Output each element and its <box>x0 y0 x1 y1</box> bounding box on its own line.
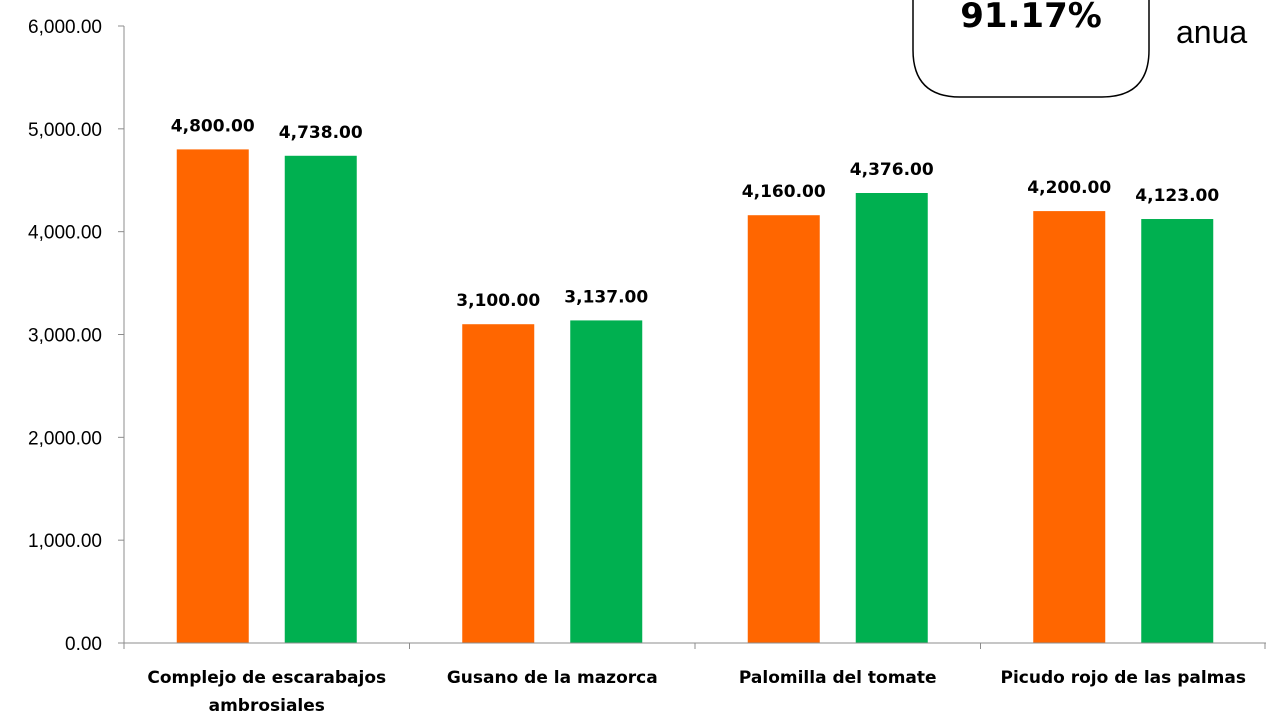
y-tick-label: 3,000.00 <box>28 326 102 347</box>
callout-value: 91.17% <box>960 0 1102 36</box>
labels-group: 0.00 1,000.00 2,000.00 3,000.00 4,000.00 5,00… <box>28 17 1246 716</box>
category-label: Gusano de la mazorca <box>447 668 658 688</box>
y-tick-label: 0.00 <box>65 634 102 655</box>
y-tick-label: 2,000.00 <box>28 428 102 449</box>
bar-series-1 <box>176 149 249 643</box>
data-label: 3,137.00 <box>564 287 648 307</box>
bar-series-1 <box>1033 211 1106 643</box>
category-label: ambrosiales <box>209 696 325 716</box>
category-label: Complejo de escarabajos <box>147 668 386 688</box>
bar-series-2 <box>855 193 928 643</box>
data-label: 4,738.00 <box>279 123 363 143</box>
data-label: 4,123.00 <box>1135 186 1219 206</box>
data-label: 4,200.00 <box>1027 178 1111 198</box>
callout-border <box>912 0 1150 98</box>
y-tick-label: 6,000.00 <box>28 17 102 38</box>
category-label: Picudo rojo de las palmas <box>1001 668 1246 688</box>
bar-series-2 <box>570 320 643 643</box>
y-tick-label: 1,000.00 <box>28 531 102 552</box>
axes-group <box>118 25 1266 649</box>
y-tick-label: 4,000.00 <box>28 223 102 244</box>
y-tick-label: 5,000.00 <box>28 120 102 141</box>
callout-box: 91.17% <box>912 0 1150 98</box>
data-label: 3,100.00 <box>456 291 540 311</box>
bar-series-1 <box>747 215 820 644</box>
bar-series-2 <box>284 155 357 643</box>
data-label: 4,800.00 <box>171 116 255 136</box>
bar-series-1 <box>462 324 535 643</box>
bar-series-2 <box>1141 219 1214 643</box>
data-label: 4,160.00 <box>742 182 826 202</box>
category-label: Palomilla del tomate <box>739 668 937 688</box>
bars-group <box>176 149 1214 644</box>
data-label: 4,376.00 <box>850 160 934 180</box>
callout-text: anua <box>1176 14 1247 50</box>
